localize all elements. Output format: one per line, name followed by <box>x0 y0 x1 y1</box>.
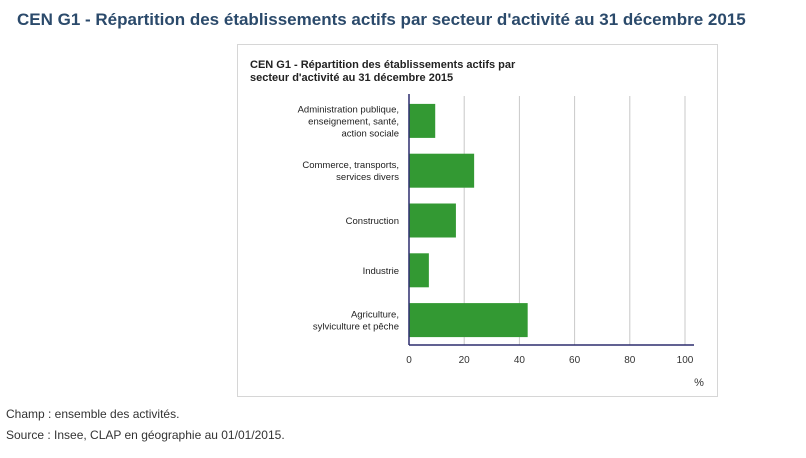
category-label: Construction <box>346 216 399 227</box>
category-label: enseignement, santé, <box>308 116 399 127</box>
bar <box>409 203 456 238</box>
category-label: sylviculture et pêche <box>313 322 399 333</box>
page-title: CEN G1 - Répartition des établissements … <box>17 10 746 29</box>
x-tick-label: 40 <box>514 355 526 366</box>
footnote-source: Source : Insee, CLAP en géographie au 01… <box>6 428 285 442</box>
category-label: Industrie <box>363 266 399 277</box>
chart-title-line-1: CEN G1 - Répartition des établissements … <box>250 59 516 71</box>
bar-chart: 0 20 40 60 80 100 Administration publique,ense… <box>298 94 704 389</box>
footnote-champ: Champ : ensemble des activités. <box>6 407 180 421</box>
x-tick-label: 0 <box>406 355 412 366</box>
chart-title: CEN G1 - Répartition des établissements … <box>250 59 550 85</box>
x-tick-label: 20 <box>459 355 471 366</box>
bar <box>409 153 475 188</box>
footnotes: Champ : ensemble des activités. Source :… <box>6 404 285 446</box>
chart-title-line-2: secteur d'activité au 31 décembre 2015 <box>250 72 454 84</box>
x-tick-label: 60 <box>569 355 581 366</box>
bar <box>409 103 436 138</box>
category-label: Administration publique, <box>298 104 399 115</box>
category-label: services divers <box>336 172 399 183</box>
bar <box>409 303 528 338</box>
bar <box>409 253 429 288</box>
category-label: Agriculture, <box>351 310 399 321</box>
category-label: action sociale <box>341 128 399 139</box>
chart-container: CEN G1 - Répartition des établissements … <box>237 44 718 397</box>
x-axis-unit-label: % <box>694 377 704 389</box>
x-tick-label: 80 <box>624 355 636 366</box>
x-tick-label: 100 <box>677 355 694 366</box>
category-label: Commerce, transports, <box>302 160 399 171</box>
